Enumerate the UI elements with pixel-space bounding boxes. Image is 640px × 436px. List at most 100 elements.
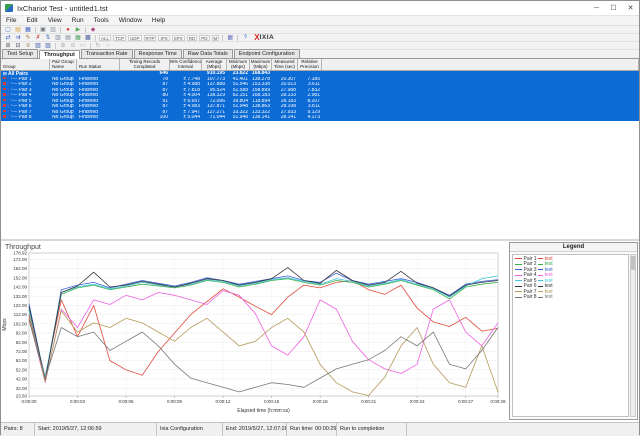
column-header-line2: Name <box>52 64 64 69</box>
chart-options-icon[interactable]: ○ <box>104 42 112 49</box>
endpoint2-icon <box>7 88 10 91</box>
column-header-group[interactable]: Group <box>1 59 50 70</box>
table-row-pair-8[interactable]: └─ Pair 8No GroupFinished100± 5.04471.04… <box>1 115 639 121</box>
grid-view-icon[interactable]: ▩ <box>84 34 92 41</box>
toolbar-separator <box>55 43 56 49</box>
stop-test-icon[interactable]: ● <box>64 26 72 33</box>
column-header-95-confidence[interactable]: 95% ConfidenceInterval <box>170 59 202 70</box>
column-header-timing-records[interactable]: Timing RecordsCompleted <box>120 59 170 70</box>
menu-edit[interactable]: Edit <box>21 16 42 25</box>
pair-label: Pair 2 <box>18 82 31 87</box>
filter-pd-button[interactable]: PD <box>199 35 209 41</box>
close-button[interactable]: ✕ <box>622 1 639 15</box>
new-test-icon[interactable]: ▢ <box>4 26 12 33</box>
x-tick-label: 0:00:24 <box>410 399 426 404</box>
column-header-relative[interactable]: RelativePrecision <box>298 59 322 70</box>
filter-spx-button[interactable]: SPX <box>172 35 185 41</box>
replicate-pair-icon[interactable]: ▥ <box>54 34 62 41</box>
legend-title: Legend <box>510 243 637 252</box>
save-test-icon[interactable]: ▦ <box>24 26 32 33</box>
ungroup-pairs-icon[interactable]: ▨ <box>44 42 52 49</box>
throughput-chart-canvas: 178.92172.00162.00152.00142.00132.00122.… <box>1 241 507 421</box>
legend-line-swatch <box>515 297 522 298</box>
menu-run[interactable]: Run <box>67 16 89 25</box>
x-axis-label: Elapsed time (h:mm:ss) <box>237 408 290 414</box>
add-multicast-group-icon[interactable]: ⇉ <box>14 34 22 41</box>
tab-response-time[interactable]: Response Time <box>134 49 182 58</box>
status-cell-2: Ixia Configuration <box>157 423 223 436</box>
menu-file[interactable]: File <box>1 16 21 25</box>
y-tick-label: 172.00 <box>13 257 27 262</box>
chart-view-icon[interactable]: ▦ <box>74 34 82 41</box>
filter-rtp-button[interactable]: RTP <box>144 35 157 41</box>
fit-view-icon[interactable]: ▭ <box>79 42 87 49</box>
legend-line-swatch <box>538 291 543 292</box>
column-header-average[interactable]: Average(Mbps) <box>202 59 227 70</box>
cell: 138.141 <box>250 115 272 121</box>
legend-line-swatch <box>515 280 522 281</box>
filter-ipx-button[interactable]: IPX <box>158 35 169 41</box>
legend-pair-name: Pair 8 <box>524 294 537 300</box>
filter-m-button[interactable]: M <box>212 35 220 41</box>
properties-icon[interactable]: ◆ <box>89 26 97 33</box>
column-header-maximum[interactable]: Maximum(Mbps) <box>250 59 272 70</box>
legend-line-swatch <box>515 258 522 259</box>
filter-udp-button[interactable]: UDP <box>128 35 142 41</box>
table-icon[interactable]: ▦ <box>226 34 234 41</box>
edit-pair-icon[interactable]: ✎ <box>24 34 32 41</box>
legend-scrollbar[interactable] <box>630 254 636 417</box>
filter-rd-button[interactable]: RD <box>187 35 198 41</box>
y-tick-label: 82.00 <box>16 340 28 345</box>
filter-tcp-button[interactable]: TCP <box>113 35 126 41</box>
toolbar-separator <box>95 35 96 41</box>
copy-icon[interactable]: ▥ <box>49 26 57 33</box>
tab-transaction-rate[interactable]: Transaction Rate <box>81 49 133 58</box>
help-icon[interactable]: ? <box>241 34 249 41</box>
maximize-button[interactable]: ☐ <box>605 1 622 15</box>
menu-view[interactable]: View <box>43 16 67 25</box>
y-tick-label: 32.00 <box>16 386 28 391</box>
zoom-in-icon[interactable]: ⊕ <box>59 42 67 49</box>
minimize-button[interactable]: ─ <box>588 1 605 15</box>
swap-endpoints-icon[interactable]: ⇅ <box>44 34 52 41</box>
pair-label: Pair 7 <box>18 110 31 115</box>
column-header-line2: (Mbps) <box>207 64 221 69</box>
run-test-icon[interactable]: ▶ <box>74 26 82 33</box>
menu-help[interactable]: Help <box>147 16 170 25</box>
pair-console-icon[interactable]: ▤ <box>64 34 72 41</box>
endpoint1-icon <box>3 77 6 80</box>
legend-scrollbar-thumb[interactable] <box>631 256 635 270</box>
column-header-line2: (Mbps) <box>253 64 267 69</box>
add-pair-icon[interactable]: ⇄ <box>4 34 12 41</box>
tab-throughput[interactable]: Throughput <box>39 50 80 59</box>
column-header-measured[interactable]: MeasuredTime (sec) <box>272 59 298 70</box>
window-title: IxChariot Test - untitled1.tst <box>17 4 588 13</box>
menu-tools[interactable]: Tools <box>89 16 114 25</box>
results-table-header: GroupPair GroupNameRun StatusTiming Reco… <box>1 59 639 71</box>
column-header-run-status[interactable]: Run Status <box>77 59 120 70</box>
cell: Finished <box>77 115 120 121</box>
sort-icon[interactable]: ≡ <box>24 42 32 49</box>
expand-all-icon[interactable]: ⊞ <box>4 42 12 49</box>
legend-item[interactable]: Pair 8test <box>515 295 628 301</box>
collapse-all-icon[interactable]: ⊟ <box>14 42 22 49</box>
menu-window[interactable]: Window <box>114 16 147 25</box>
pair-label: Pair 1 <box>18 77 31 82</box>
zoom-out-icon[interactable]: ⊖ <box>69 42 77 49</box>
group-pairs-icon[interactable]: ▧ <box>34 42 42 49</box>
delete-pair-icon[interactable]: ✗ <box>34 34 42 41</box>
open-test-icon[interactable]: ▤ <box>14 26 22 33</box>
toolbar-separator <box>237 35 238 41</box>
tab-endpoint-configuration[interactable]: Endpoint Configuration <box>234 49 300 58</box>
refresh-chart-icon[interactable]: ↻ <box>94 42 102 49</box>
title-bar[interactable]: IxChariot Test - untitled1.tst ─ ☐ ✕ <box>1 1 639 16</box>
column-header-minimum[interactable]: Minimum(Mbps) <box>227 59 250 70</box>
tab-test-setup[interactable]: Test Setup <box>2 49 38 58</box>
column-header-pair-group[interactable]: Pair GroupName <box>50 59 77 70</box>
y-tick-label: 142.00 <box>13 285 27 290</box>
filter-all-button[interactable]: ALL <box>99 35 111 41</box>
toolbar-separator <box>222 35 223 41</box>
tab-raw-data-totals[interactable]: Raw Data Totals <box>183 49 233 58</box>
print-icon[interactable]: ▣ <box>39 26 47 33</box>
y-tick-label: 52.00 <box>16 367 28 372</box>
